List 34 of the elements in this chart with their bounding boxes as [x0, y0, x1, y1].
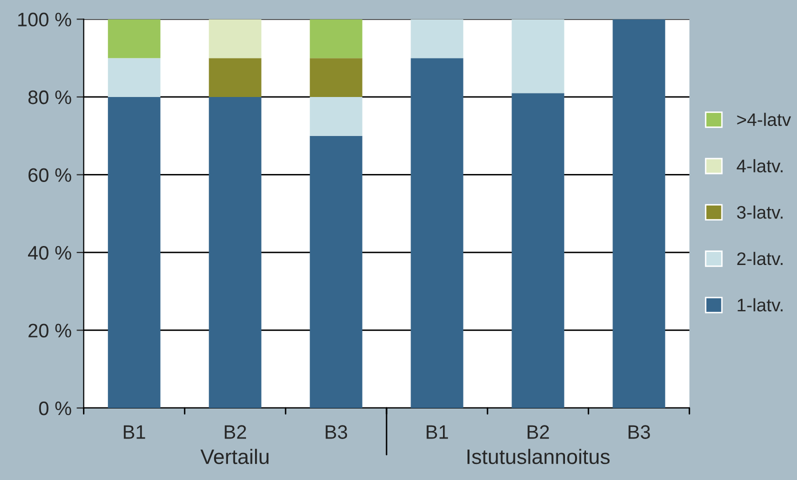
- bar: [310, 136, 362, 408]
- bar: [310, 19, 362, 58]
- legend-label: 2-latv.: [737, 252, 783, 266]
- legend-label: 4-latv.: [736, 159, 783, 172]
- bar: [208, 96, 262, 408]
- x-tick-label: B1: [426, 425, 448, 439]
- y-tick-label: 20 %: [28, 324, 72, 338]
- x-tick-label: B3: [628, 425, 650, 439]
- legend-label: >4-latv: [737, 112, 791, 126]
- bar: [208, 58, 262, 97]
- bar: [410, 58, 464, 408]
- x-tick-label: B1: [124, 425, 146, 439]
- legend-label: 3-latv.: [737, 206, 783, 219]
- x-tick-label: B2: [224, 425, 246, 439]
- legend-label: 1-latv.: [738, 298, 783, 312]
- bar: [108, 58, 160, 97]
- x-tick-label: B3: [326, 425, 348, 439]
- bar: [512, 93, 564, 408]
- bar: [612, 19, 666, 408]
- bar: [310, 96, 362, 136]
- y-tick-label: 100 %: [18, 12, 72, 26]
- x-tick-label: B2: [528, 425, 549, 439]
- bar: [208, 19, 262, 58]
- y-tick-label: 0 %: [39, 401, 72, 416]
- y-tick-label: 80 %: [28, 90, 72, 104]
- y-tick-label: 40 %: [28, 246, 72, 260]
- bar: [410, 19, 464, 58]
- bar: [108, 19, 160, 58]
- text: Istutuslannoitus: [468, 448, 610, 464]
- bar: [512, 19, 564, 94]
- bar: [310, 58, 362, 97]
- bar: [108, 96, 160, 408]
- text: Vertailu: [200, 448, 268, 464]
- y-tick-label: 60 %: [28, 168, 72, 182]
